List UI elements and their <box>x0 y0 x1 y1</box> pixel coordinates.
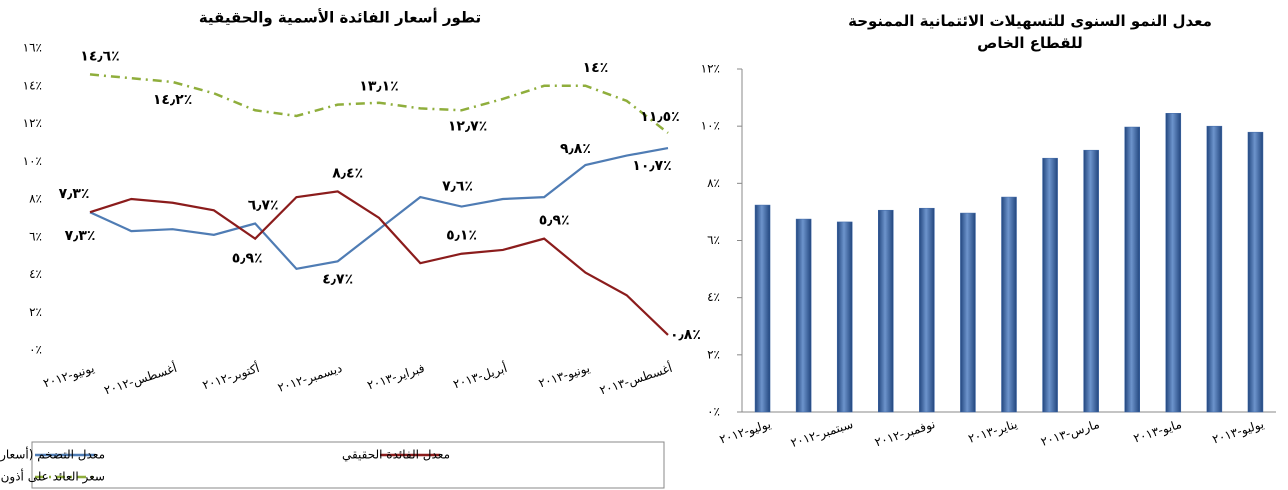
x-tick-label: أغسطس-٢٠١٢ <box>102 360 179 399</box>
data-label: ٩٫٨٪ <box>560 141 591 157</box>
x-tick-label: يونيو-٢٠١٢ <box>41 361 96 392</box>
data-label: ٧٫٣٪ <box>65 228 96 244</box>
data-label: ٥٫٩٪ <box>539 213 570 229</box>
y-tick-label: ١٤٪ <box>23 78 42 92</box>
data-label: ٨٫٤٪ <box>332 165 363 181</box>
series-line <box>89 73 669 134</box>
bar <box>1165 113 1182 413</box>
data-label: ١٢٫٧٪ <box>448 118 487 134</box>
y-tick-label: ٦٪ <box>707 233 720 247</box>
x-tick-label: يوليو-٢٠١٣ <box>1211 417 1266 448</box>
x-tick-label: ديسمبر-٢٠١٢ <box>276 361 344 396</box>
y-tick-label: ١٠٪ <box>23 154 42 168</box>
data-label: ١٤٫٢٪ <box>153 92 192 108</box>
y-tick-label: ٨٪ <box>29 192 42 206</box>
y-tick-label: ٢٪ <box>29 305 42 319</box>
y-tick-label: ٤٪ <box>707 290 720 304</box>
bar <box>1083 149 1099 413</box>
y-tick-label: ٤٪ <box>29 267 42 281</box>
data-label: ٠٫٨٪ <box>670 327 701 343</box>
bar <box>1001 196 1017 413</box>
legend-label: معدل التضخم (أسعار المستهلكين) <box>0 447 105 463</box>
y-tick-label: ١٠٪ <box>701 119 720 133</box>
bar <box>754 204 771 413</box>
x-tick-label: مارس-٢٠١٣ <box>1039 417 1101 450</box>
legend-label: معدل الفائدة الحقيقي <box>342 448 450 462</box>
chart-title: تطور أسعار الفائدة الأسمية والحقيقية <box>199 8 481 27</box>
x-tick-label: أغسطس-٢٠١٣ <box>597 360 674 399</box>
x-tick-label: مايو-٢٠١٣ <box>1132 417 1184 447</box>
y-tick-label: ٠٪ <box>707 405 720 419</box>
x-tick-label: أكتوبر-٢٠١٢ <box>200 360 261 393</box>
bar <box>1206 125 1223 413</box>
y-tick-label: ١٦٪ <box>23 41 42 55</box>
data-label: ١٣٫١٪ <box>359 79 398 95</box>
data-label: ٤٫٧٪ <box>322 271 353 287</box>
legend-box <box>31 441 665 489</box>
legend-label: سعر العائد على أذون خزانة ٩١ يوم <box>0 469 105 485</box>
data-label: ١١٫٥٪ <box>640 109 679 125</box>
bar <box>836 221 853 413</box>
y-tick-label: ٦٪ <box>29 229 42 243</box>
data-label: ٧٫٣٪ <box>59 186 90 202</box>
series-line <box>89 190 669 336</box>
bar <box>919 207 935 413</box>
data-label: ١٤٫٦٪ <box>80 48 119 64</box>
x-tick-label: يونيو-٢٠١٣ <box>537 361 592 392</box>
data-label: ٥٫٩٪ <box>232 251 263 267</box>
y-tick-label: ٠٪ <box>29 343 42 357</box>
x-tick-label: فبراير-٢٠١٣ <box>365 361 426 394</box>
bar <box>795 218 812 413</box>
x-tick-label: يوليو-٢٠١٢ <box>718 417 773 448</box>
data-label: ٥٫١٪ <box>446 228 477 244</box>
data-label: ١٠٫٧٪ <box>632 158 671 174</box>
bar <box>1042 157 1058 413</box>
y-tick-label: ١٢٪ <box>23 116 42 130</box>
data-label: ١٤٪ <box>583 60 609 76</box>
bar <box>960 212 976 413</box>
x-tick-label: أبريل-٢٠١٣ <box>451 360 509 392</box>
x-tick-label: سبتمبر-٢٠١٢ <box>789 417 855 451</box>
data-label: ٧٫٦٪ <box>442 179 473 195</box>
x-tick-label: نوفمبر-٢٠١٢ <box>873 417 937 451</box>
bar <box>1247 131 1264 413</box>
series-line <box>89 146 669 271</box>
x-tick-label: يناير-٢٠١٣ <box>966 417 1019 447</box>
y-tick-label: ٨٪ <box>707 176 720 190</box>
y-tick-label: ٢٪ <box>707 347 720 361</box>
y-tick-label: ١٢٪ <box>701 62 720 76</box>
bar <box>878 209 894 413</box>
bar <box>1124 126 1140 413</box>
chart-title: معدل النمو السنوى للتسهيلات الائتمانية ا… <box>848 12 1212 52</box>
data-label: ٦٫٧٪ <box>248 198 279 214</box>
